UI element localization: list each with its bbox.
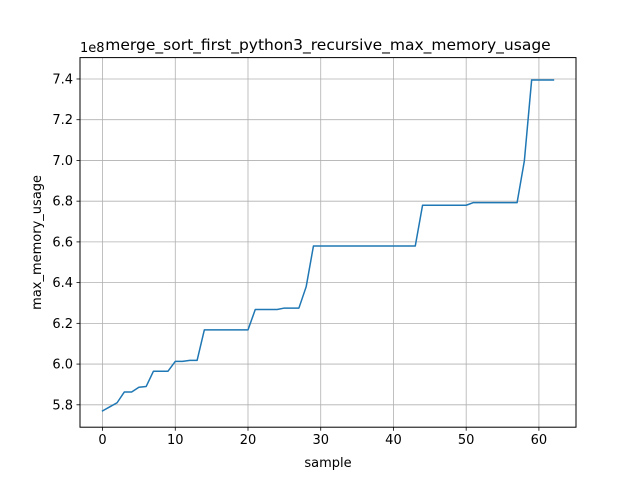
y-tick-label: 7.2	[52, 113, 73, 128]
x-tick-label: 20	[240, 433, 257, 448]
x-tick-label: 30	[312, 433, 329, 448]
y-tick-label: 7.0	[52, 154, 73, 169]
x-axis-label: sample	[304, 456, 351, 471]
axes-frame	[79, 57, 577, 428]
series-line	[101, 79, 555, 412]
x-tick-label: 50	[458, 433, 475, 448]
x-tick-label: 0	[98, 433, 106, 448]
x-tick-label: 40	[385, 433, 402, 448]
y-tick-label: 5.8	[52, 398, 73, 413]
chart-title: merge_sort_first_python3_recursive_max_m…	[105, 36, 550, 55]
y-axis: 5.8 6.0 6.2 6.4 6.6 6.8 7.0 7.2 7.4	[52, 72, 80, 413]
y-tick-label: 6.6	[52, 235, 73, 250]
grid	[80, 57, 576, 428]
y-tick-label: 6.8	[52, 195, 73, 210]
x-tick-label: 60	[531, 433, 548, 448]
y-tick-label: 6.2	[52, 317, 73, 332]
y-tick-label: 6.4	[52, 276, 73, 291]
series-layer	[101, 79, 555, 412]
x-axis: 0 10 20 30 40 50 60	[98, 427, 547, 448]
y-tick-label: 7.4	[52, 72, 73, 87]
y-tick-label: 6.0	[52, 358, 73, 373]
x-tick-label: 10	[167, 433, 184, 448]
y-axis-label: max_memory_usage	[30, 175, 45, 310]
y-axis-offset-label: 1e8	[80, 41, 105, 56]
